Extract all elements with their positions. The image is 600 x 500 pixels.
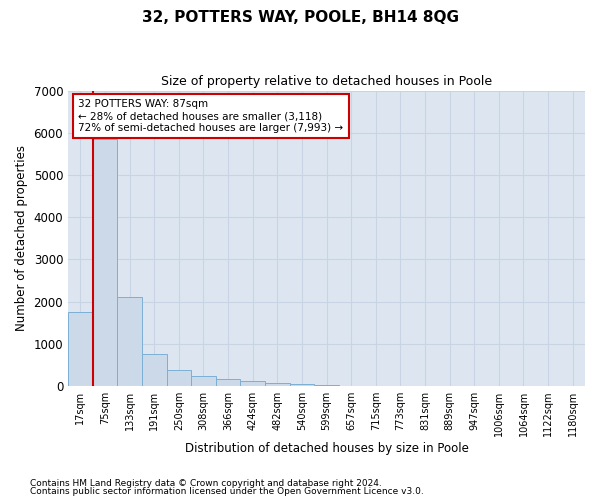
Bar	[117, 298, 142, 386]
Text: Contains HM Land Registry data © Crown copyright and database right 2024.: Contains HM Land Registry data © Crown c…	[30, 478, 382, 488]
Bar	[290, 384, 314, 386]
Y-axis label: Number of detached properties: Number of detached properties	[15, 146, 28, 332]
Bar	[314, 385, 339, 386]
Bar	[265, 383, 290, 386]
Bar	[167, 370, 191, 386]
Text: 32 POTTERS WAY: 87sqm
← 28% of detached houses are smaller (3,118)
72% of semi-d: 32 POTTERS WAY: 87sqm ← 28% of detached …	[79, 100, 344, 132]
Title: Size of property relative to detached houses in Poole: Size of property relative to detached ho…	[161, 75, 492, 88]
Bar	[68, 312, 92, 386]
Bar	[92, 139, 117, 386]
X-axis label: Distribution of detached houses by size in Poole: Distribution of detached houses by size …	[185, 442, 469, 455]
Text: Contains public sector information licensed under the Open Government Licence v3: Contains public sector information licen…	[30, 487, 424, 496]
Bar	[216, 380, 241, 386]
Bar	[191, 376, 216, 386]
Text: 32, POTTERS WAY, POOLE, BH14 8QG: 32, POTTERS WAY, POOLE, BH14 8QG	[142, 10, 458, 25]
Bar	[241, 382, 265, 386]
Bar	[142, 354, 167, 386]
